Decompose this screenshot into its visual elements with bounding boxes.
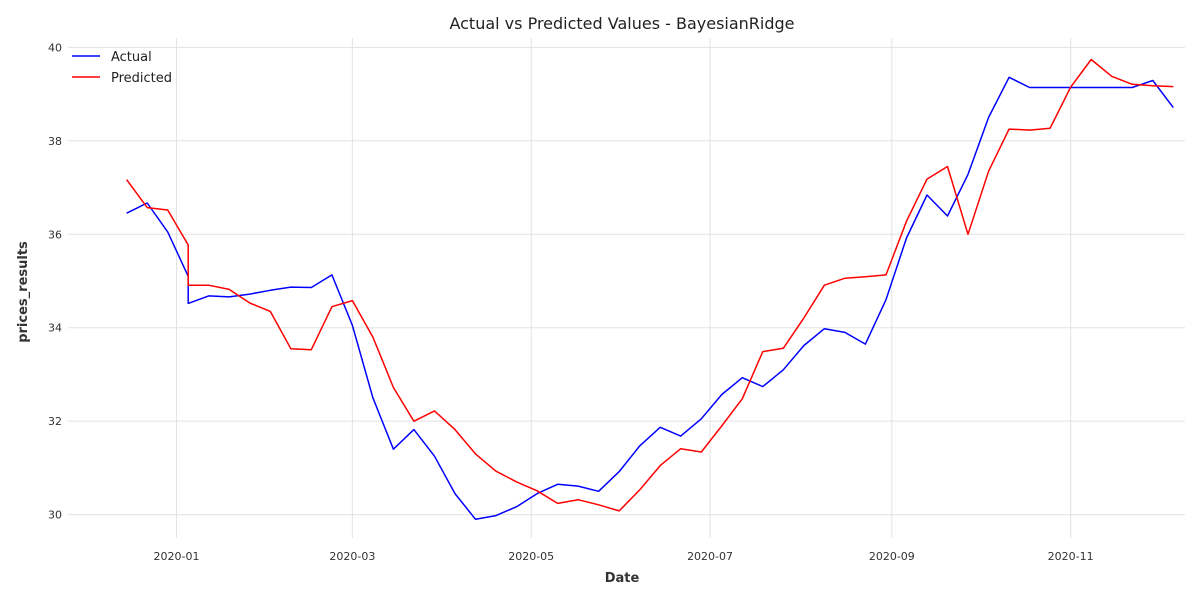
y-axis-label: prices_results: [16, 241, 31, 343]
y-tick-label: 38: [48, 135, 62, 148]
x-tick-label: 2020-07: [687, 550, 733, 563]
y-tick-label: 36: [48, 228, 62, 241]
x-ticks: 2020-01 2020-03 2020-05 2020-07 2020-09 2020-…: [153, 550, 1093, 563]
series-line-actual: [126, 76, 1174, 521]
y-tick-label: 34: [48, 322, 62, 335]
x-tick-label: 2020-01: [153, 550, 199, 563]
y-tick-label: 32: [48, 415, 62, 428]
chart-title: Actual vs Predicted Values - BayesianRid…: [449, 14, 794, 33]
x-tick-label: 2020-05: [508, 550, 554, 563]
y-tick-label: 30: [48, 509, 62, 522]
x-axis-label: Date: [605, 571, 640, 586]
x-tick-label: 2020-09: [869, 550, 915, 563]
legend: Actual Predicted: [72, 50, 172, 86]
legend-label-actual: Actual: [111, 50, 152, 65]
series-line-predicted: [125, 58, 1174, 512]
legend-label-predicted: Predicted: [111, 71, 172, 86]
y-tick-label: 40: [48, 41, 62, 54]
series-lines: [125, 58, 1174, 521]
x-tick-label: 2020-11: [1048, 550, 1094, 563]
grid-lines: [68, 38, 1185, 538]
y-ticks: 30 32 34 36 38 40: [48, 41, 62, 521]
x-tick-label: 2020-03: [329, 550, 375, 563]
